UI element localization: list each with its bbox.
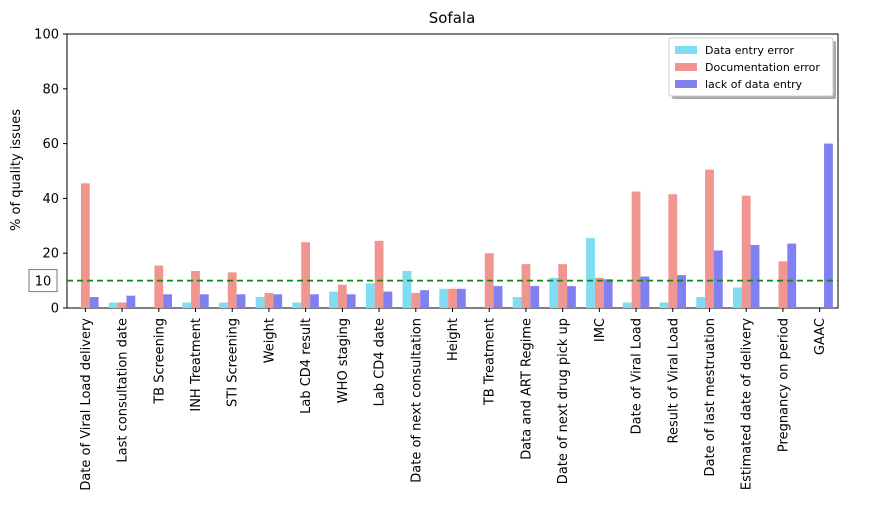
x-tick-label: IMC bbox=[593, 318, 608, 342]
bar bbox=[567, 286, 576, 308]
bar bbox=[521, 264, 531, 308]
bar bbox=[199, 294, 209, 308]
bar bbox=[713, 250, 723, 308]
legend-swatch bbox=[675, 63, 697, 71]
x-tick-label: Height bbox=[446, 318, 461, 361]
bar bbox=[603, 279, 613, 308]
x-tick-label: Pregnancy on period bbox=[776, 318, 791, 452]
y-tick-label: 60 bbox=[42, 137, 59, 152]
x-tick-label: Lab CD4 result bbox=[299, 318, 314, 414]
x-tick-label: Date of Viral Load bbox=[630, 318, 645, 434]
bar bbox=[329, 291, 338, 308]
bar bbox=[108, 302, 118, 308]
legend-swatch bbox=[675, 46, 697, 54]
bar bbox=[732, 287, 742, 308]
bar bbox=[420, 290, 430, 308]
y-tick-label: 20 bbox=[42, 247, 59, 262]
bar bbox=[264, 292, 274, 308]
bar bbox=[126, 295, 136, 308]
bar bbox=[273, 294, 283, 308]
bar bbox=[631, 191, 641, 308]
bar bbox=[337, 284, 347, 308]
bar bbox=[163, 294, 173, 308]
legend-swatch bbox=[675, 80, 697, 88]
bar bbox=[236, 294, 246, 308]
bar bbox=[530, 286, 540, 308]
bar bbox=[448, 288, 457, 308]
bar bbox=[301, 242, 311, 308]
bar bbox=[493, 286, 503, 308]
bar bbox=[154, 265, 164, 308]
bar bbox=[218, 302, 228, 308]
x-tick-label: Estimated date of delivery bbox=[740, 318, 755, 490]
bar bbox=[439, 288, 449, 308]
x-tick-label: INH Treatment bbox=[189, 318, 204, 412]
bar bbox=[374, 240, 384, 308]
bar bbox=[750, 244, 760, 308]
y-axis-label: % of quality issues bbox=[9, 109, 24, 231]
bar bbox=[558, 264, 568, 308]
bar bbox=[383, 291, 393, 308]
reference-label-box bbox=[28, 269, 58, 293]
bar bbox=[117, 302, 127, 308]
bar bbox=[594, 277, 604, 308]
x-tick-label: Date of last mestruation bbox=[703, 318, 718, 476]
x-tick-label: Last consultation date bbox=[116, 318, 131, 463]
bar bbox=[586, 238, 595, 308]
bar bbox=[89, 297, 99, 308]
bar bbox=[402, 271, 412, 308]
bar bbox=[696, 297, 706, 308]
bar bbox=[677, 275, 687, 308]
bar bbox=[778, 261, 788, 308]
bar bbox=[456, 288, 466, 308]
bar bbox=[705, 169, 714, 308]
y-tick-label: 80 bbox=[42, 82, 59, 97]
bar bbox=[365, 283, 375, 308]
bar bbox=[512, 297, 522, 308]
x-tick-label: Date of next drug pick up bbox=[556, 318, 571, 484]
bar bbox=[640, 276, 650, 308]
legend: Data entry error Documentation error lack … bbox=[668, 37, 836, 99]
legend-label: Data entry error bbox=[705, 44, 794, 57]
bar bbox=[182, 302, 192, 308]
x-tick-label: Data and ART Regime bbox=[519, 318, 534, 460]
x-tick-label: GAAC bbox=[813, 318, 828, 355]
y-tick-label: 100 bbox=[34, 28, 59, 43]
bar bbox=[787, 243, 797, 308]
x-tick-label: Result of Viral Load bbox=[666, 318, 681, 443]
y-tick-label: 40 bbox=[42, 192, 59, 207]
bar bbox=[191, 271, 200, 308]
x-tick-label: TB Screening bbox=[152, 318, 167, 405]
x-tick-label: TB Treatment bbox=[483, 318, 498, 406]
bar bbox=[549, 277, 559, 308]
legend-label: Documentation error bbox=[705, 61, 820, 74]
bar bbox=[659, 302, 669, 308]
x-tick-label: Lab CD4 date bbox=[373, 318, 388, 406]
bar bbox=[80, 183, 90, 308]
bar bbox=[668, 194, 678, 308]
bar bbox=[310, 294, 319, 308]
legend-label: lack of data entry bbox=[705, 78, 803, 91]
legend-box bbox=[668, 37, 834, 97]
bar bbox=[346, 294, 356, 308]
x-tick-label: Weight bbox=[262, 318, 277, 363]
chart-title: Sofala bbox=[429, 9, 476, 27]
bar bbox=[227, 272, 237, 308]
bar bbox=[824, 143, 833, 308]
bar bbox=[622, 302, 632, 308]
bar bbox=[255, 297, 265, 308]
x-tick-label: Date of Viral Load delivery bbox=[79, 318, 94, 491]
y-tick-label: 0 bbox=[51, 302, 59, 317]
x-tick-label: STI Screening bbox=[226, 318, 241, 407]
bar bbox=[292, 302, 302, 308]
x-tick-label: WHO staging bbox=[336, 318, 351, 403]
x-tick-label: Date of next consultation bbox=[409, 318, 424, 483]
bar bbox=[741, 195, 751, 308]
bar bbox=[411, 292, 421, 308]
reference-label: 10 bbox=[35, 275, 52, 290]
